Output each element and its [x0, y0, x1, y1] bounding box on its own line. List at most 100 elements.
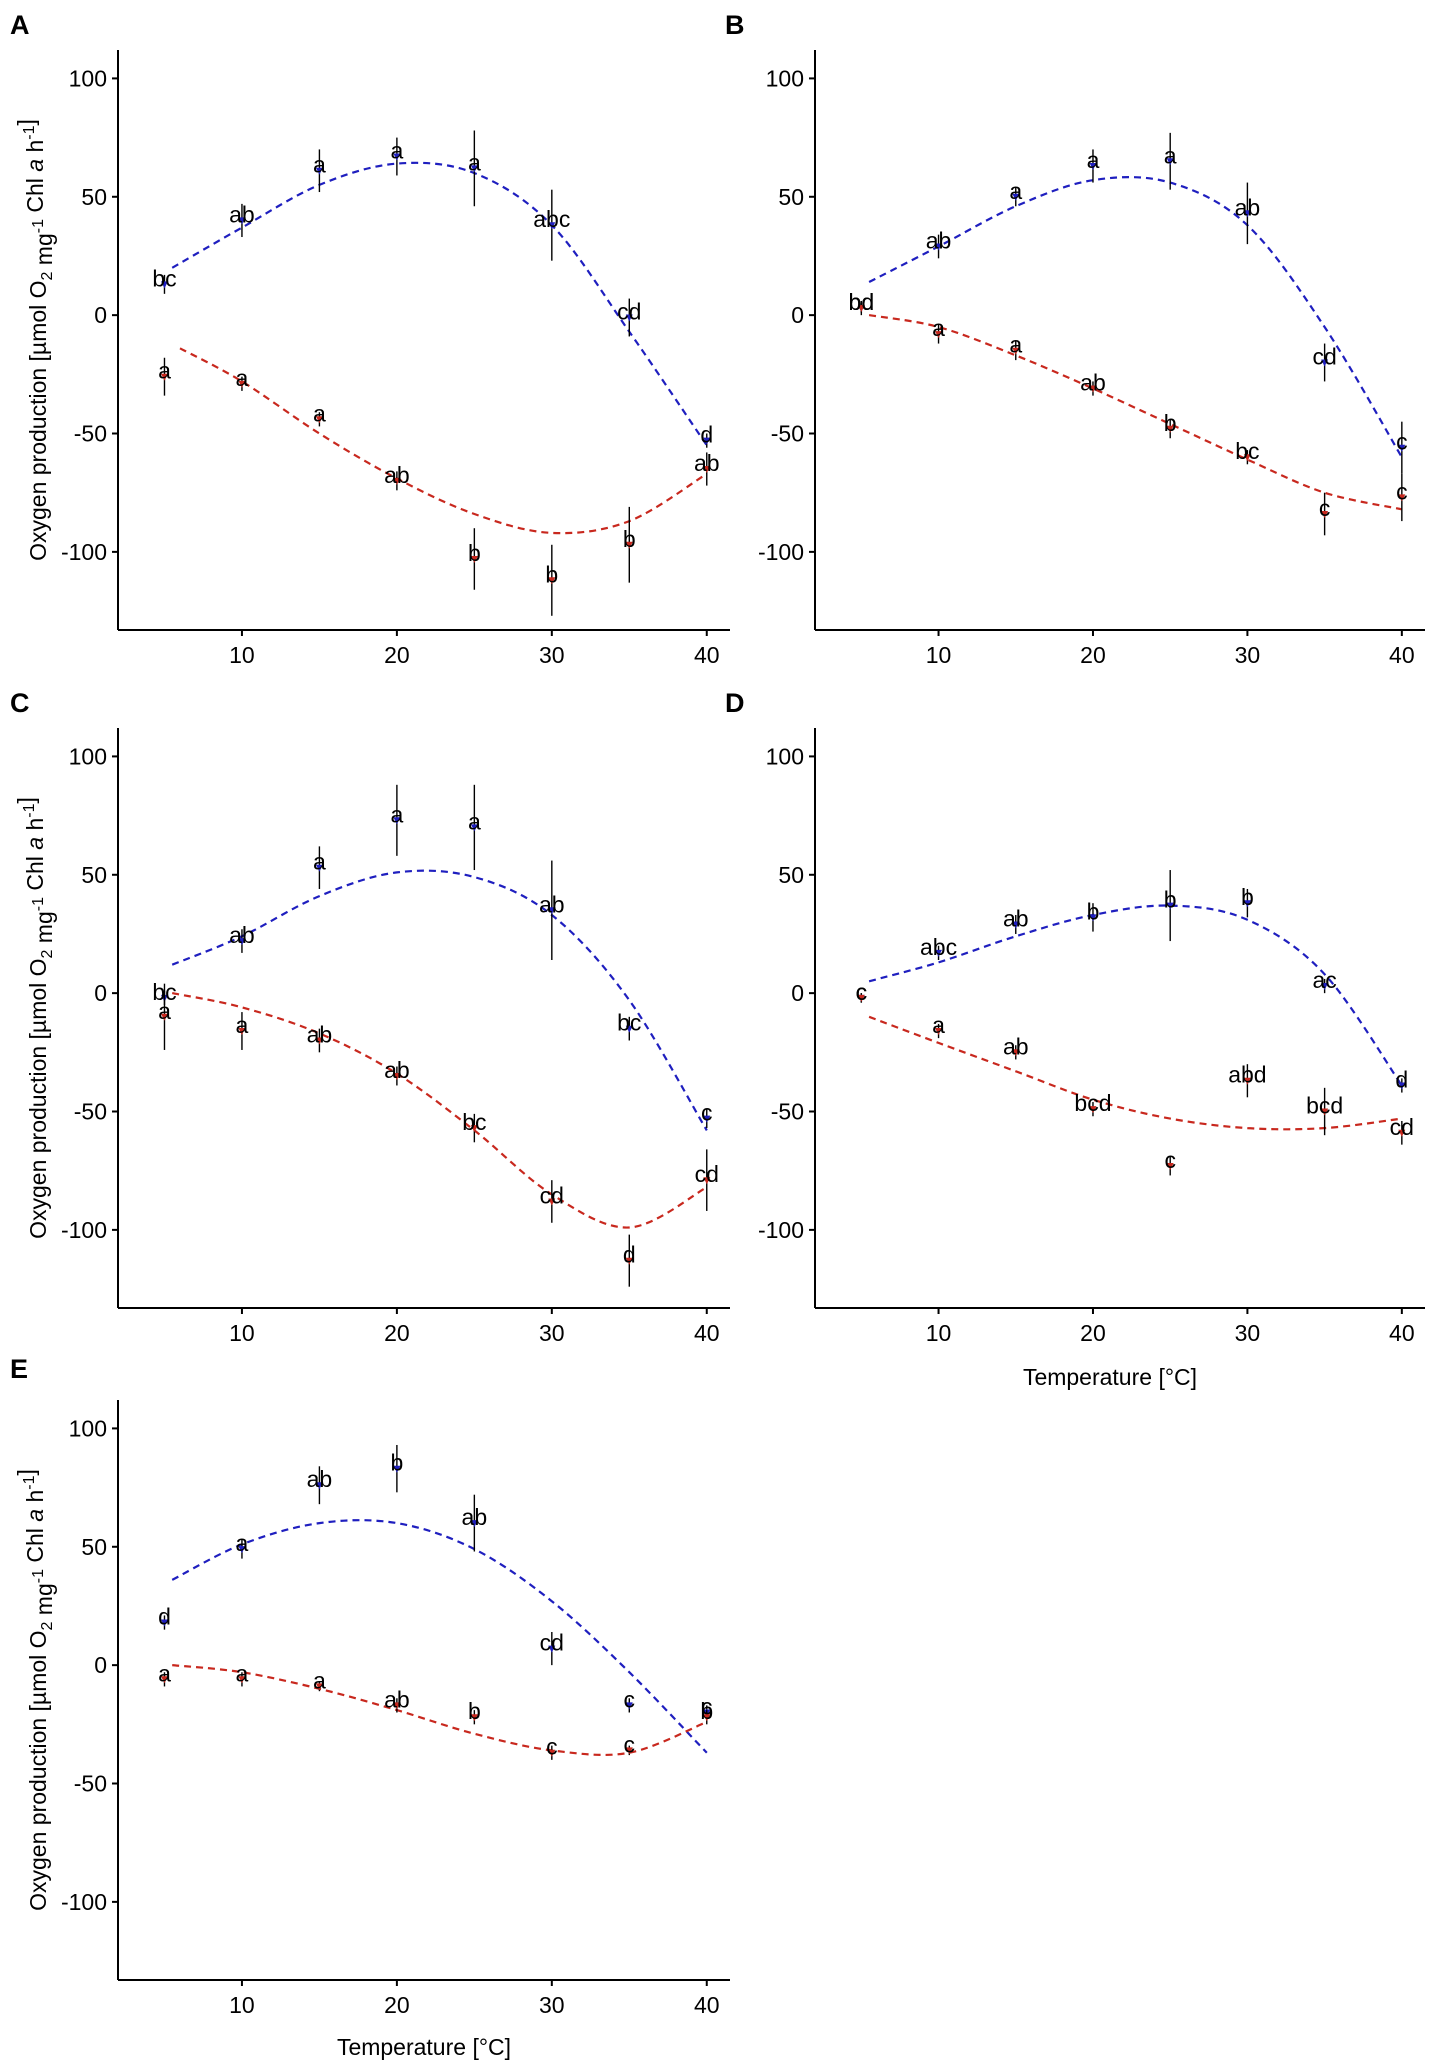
data-point-lower: [1166, 425, 1174, 433]
significance-label: a: [313, 1667, 326, 1693]
panel-C: C 100 50 0 -50 -100 10 20 30 40 bc ab a a a ab bc c a a ab ab…: [10, 688, 730, 1346]
x-tick-label: 40: [1389, 1320, 1415, 1346]
significance-label: b: [390, 1450, 403, 1476]
data-point-upper: [1166, 902, 1174, 910]
data-point-lower: [238, 380, 246, 388]
data-point-upper: [1012, 921, 1020, 929]
significance-label: a: [236, 1530, 249, 1556]
y-axis-title-E: Oxygen production [µmol O2 mg-1 Chl a h-…: [13, 1469, 57, 1911]
significance-label: bd: [849, 289, 875, 315]
data-point-upper: [1398, 444, 1406, 452]
fit-line-lower: [171, 992, 708, 1229]
significance-label: a: [313, 152, 326, 178]
data-point-upper: [470, 824, 478, 832]
data-point-lower: [315, 1037, 323, 1045]
data-point-lower: [703, 466, 711, 473]
significance-label: bc: [1235, 438, 1259, 464]
data-point-upper: [1398, 1082, 1406, 1090]
y-tick-label: -100: [758, 539, 804, 565]
significance-label: ab: [307, 1021, 333, 1047]
significance-label: c: [1396, 429, 1408, 455]
x-tick-label: 20: [384, 642, 410, 668]
data-point-upper: [1089, 914, 1097, 922]
significance-label: c: [546, 1734, 558, 1760]
data-point-lower: [238, 1028, 246, 1035]
data-point-upper: [935, 949, 942, 957]
significance-label: c: [1164, 1147, 1176, 1173]
data-point-lower: [1012, 347, 1020, 355]
x-tick-label: 40: [694, 642, 720, 668]
x-tick-label: 10: [926, 1320, 952, 1346]
panel-letter: B: [725, 10, 745, 40]
significance-label: b: [1087, 898, 1100, 924]
data-point-lower: [470, 1714, 478, 1722]
panel-A: A 100 50 0 -50 -100 10 20 30 40 bc ab a a a abc cd d a a a ab…: [10, 10, 730, 668]
fit-line-upper: [868, 176, 1403, 458]
significance-label: bcd: [1306, 1093, 1343, 1119]
data-point-lower: [1398, 1129, 1406, 1137]
x-tick-label: 30: [1235, 642, 1261, 668]
y-tick-label: -50: [771, 1099, 804, 1125]
data-point-upper: [315, 167, 323, 175]
data-point-lower: [1089, 385, 1097, 393]
significance-label: ac: [1312, 967, 1336, 993]
significance-label: c: [856, 979, 868, 1005]
y-tick-label: 100: [766, 743, 804, 769]
data-point-lower: [393, 1073, 401, 1080]
significance-label: a: [1009, 178, 1022, 204]
fit-line-upper: [868, 904, 1403, 1087]
significance-label: ab: [1235, 194, 1261, 220]
y-tick-label: 0: [791, 302, 804, 328]
significance-label: d: [623, 1242, 636, 1268]
y-tick-label: 100: [69, 1415, 107, 1441]
y-tick-label: 50: [778, 862, 804, 888]
significance-label: a: [1087, 147, 1100, 173]
y-tick-label: 100: [69, 65, 107, 91]
significance-label: a: [236, 1012, 249, 1038]
data-point-upper: [548, 222, 556, 230]
significance-label: c: [856, 979, 868, 1005]
significance-label: b: [700, 1698, 713, 1724]
y-tick-label: -50: [771, 421, 804, 447]
x-tick-label: 10: [229, 642, 255, 668]
fit-line-lower: [179, 347, 708, 535]
data-point-lower: [857, 305, 865, 312]
significance-label: a: [1009, 332, 1022, 358]
y-tick-label: 0: [94, 980, 107, 1006]
significance-label: a: [468, 149, 481, 175]
data-point-lower: [1321, 1108, 1329, 1116]
significance-label: b: [1164, 410, 1177, 436]
significance-label: cd: [1312, 343, 1336, 369]
significance-label: b: [545, 561, 558, 587]
significance-label: d: [1395, 1066, 1408, 1092]
y-tick-label: 0: [94, 1652, 107, 1678]
data-point-upper: [935, 243, 942, 251]
data-point-lower: [315, 1683, 323, 1691]
significance-label: bcd: [1074, 1090, 1111, 1116]
data-point-upper: [548, 907, 556, 915]
data-point-lower: [703, 1714, 711, 1722]
panel-letter: A: [10, 10, 30, 40]
significance-label: a: [468, 808, 481, 834]
significance-label: c: [1396, 478, 1408, 504]
data-point-lower: [1243, 454, 1251, 462]
x-tick-label: 40: [694, 1320, 720, 1346]
y-tick-label: -50: [74, 421, 107, 447]
x-tick-label: 40: [694, 1992, 720, 2018]
data-point-lower: [548, 577, 556, 585]
data-point-upper: [703, 1115, 711, 1123]
x-tick-label: 10: [229, 1992, 255, 2018]
significance-label: ab: [307, 1466, 333, 1492]
significance-label: abd: [1228, 1062, 1266, 1088]
y-tick-label: -50: [74, 1771, 107, 1797]
panel-letter: D: [725, 688, 745, 718]
fit-line-lower: [868, 1015, 1402, 1131]
significance-label: c: [701, 1693, 713, 1719]
data-point-lower: [703, 1177, 711, 1185]
significance-label: a: [313, 400, 326, 426]
significance-label: abc: [533, 206, 570, 232]
data-point-upper: [703, 437, 711, 445]
y-tick-label: 0: [791, 980, 804, 1006]
